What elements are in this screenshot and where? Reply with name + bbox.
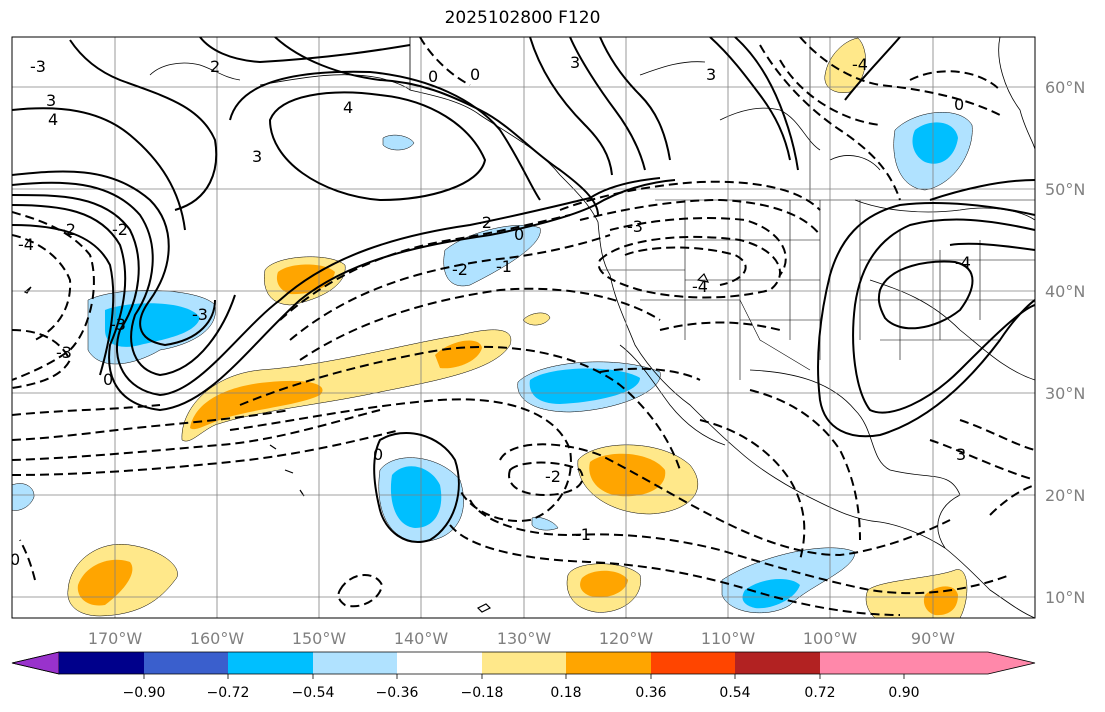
colorbar-segment [397,652,482,674]
contour-label: 4 [48,110,58,129]
contour-label: 3 [46,91,56,110]
contour-label: 3 [252,147,262,166]
contour-label: -3 [56,343,72,362]
lon-label: 110°W [701,629,756,648]
contour-label: 0 [470,65,480,84]
contour-labels: 3 4 3 4 3 0 0 -2 -3 -4 -4 0 -2 -2 -1 0 -… [10,53,971,569]
contour-label: -4 [692,277,708,296]
shade-yellow [824,37,866,93]
solid-contours [12,37,1035,543]
colorbar-segment [735,652,820,674]
shade-blue-light [531,517,559,531]
lat-label: 50°N [1045,180,1085,199]
colorbar-segment [144,652,228,674]
lon-label: 130°W [497,629,552,648]
shade-blue-light [12,483,35,511]
colorbar-segment [313,652,397,674]
contour-label: -2 [60,220,76,239]
lat-label: 40°N [1045,282,1085,301]
shade-blue [390,466,442,528]
contour-label: 0 [514,225,524,244]
contour-label: 4 [343,98,353,117]
shade-orange [589,453,666,497]
dashed-contours [12,37,1035,616]
colorbar-tick-label: −0.90 [123,685,166,701]
shade-blue [912,122,958,164]
contour-label: 0 [428,67,438,86]
latitude-labels: 60°N 50°N 40°N 30°N 20°N 10°N [1045,78,1085,607]
colorbar-segment [651,652,735,674]
contour-label: 0 [373,445,383,464]
colorbar-segment [228,652,313,674]
contour-label: -3 [110,315,126,334]
contour-label: -4 [852,55,868,74]
contour-label: -2 [545,467,561,486]
shade-yellow [522,312,551,326]
shade-orange [580,570,628,598]
lon-label: 150°W [292,629,347,648]
colorbar-extend-low [11,651,60,675]
shade-blue-light [443,225,541,287]
shade-blue [529,368,640,404]
lat-label: 10°N [1045,588,1085,607]
lat-label: 30°N [1045,384,1085,403]
colorbar-extend-high [904,652,1035,674]
colorbar-outline [11,651,1036,675]
colorbar-segment [566,652,651,674]
map-frame [11,36,1036,619]
lon-label: 160°W [190,629,245,648]
contour-label: -4 [955,253,971,272]
lon-label: 170°W [88,629,143,648]
shade-orange [923,586,958,616]
lon-label: 90°W [911,629,955,648]
colorbar-segment [482,652,566,674]
lat-label: 20°N [1045,486,1085,505]
colorbar-ticks [143,674,905,679]
colorbar-tick-label: −0.36 [376,685,419,701]
colorbar-segment [59,652,144,674]
contour-label: -2 [476,213,492,232]
contour-label: -1 [496,257,512,276]
shade-yellow [181,329,512,442]
colorbar-tick-label: 0.72 [804,685,835,701]
lon-label: 100°W [803,629,858,648]
map-content: 3 4 3 4 3 0 0 -2 -3 -4 -4 0 -2 -2 -1 0 -… [10,37,1035,618]
contour-label: -3 [30,57,46,76]
shade-orange [77,559,133,606]
contour-label: -1 [575,525,591,544]
colorbar-tick-label: 0.18 [550,685,581,701]
contour-label: 0 [103,370,113,389]
shade-blue-light [382,134,415,151]
contour-label: -3 [627,217,643,236]
colorbar-tick-label: 0.54 [719,685,750,701]
lat-label: 60°N [1045,78,1085,97]
colorbar-segment [820,652,904,674]
colorbar-tick-label: −0.18 [461,685,504,701]
colorbar-tick-label: 0.36 [635,685,666,701]
map-title: 2025102800 F120 [444,8,601,28]
contour-label: 0 [954,95,964,114]
graticule [12,37,1035,618]
contour-label: 3 [570,53,580,72]
contour-label: -2 [112,220,128,239]
contour-label: 0 [10,550,20,569]
contour-label: 3 [956,445,966,464]
colorbar-tick-label: 0.90 [888,685,919,701]
lon-label: 120°W [599,629,654,648]
contour-label: -2 [452,260,468,279]
contour-label: -3 [192,305,208,324]
shade-blue [742,578,800,609]
contour-label: 3 [706,65,716,84]
contour-label: 2 [210,57,220,76]
colorbar: −0.90 −0.72 −0.54 −0.36 −0.18 0.18 0.36 … [11,651,1036,701]
lon-label: 140°W [394,629,449,648]
colorbar-tick-label: −0.54 [292,685,335,701]
longitude-labels: 170°W 160°W 150°W 140°W 130°W 120°W 110°… [88,629,955,648]
contour-label: -4 [18,235,34,254]
colorbar-tick-label: −0.72 [207,685,250,701]
